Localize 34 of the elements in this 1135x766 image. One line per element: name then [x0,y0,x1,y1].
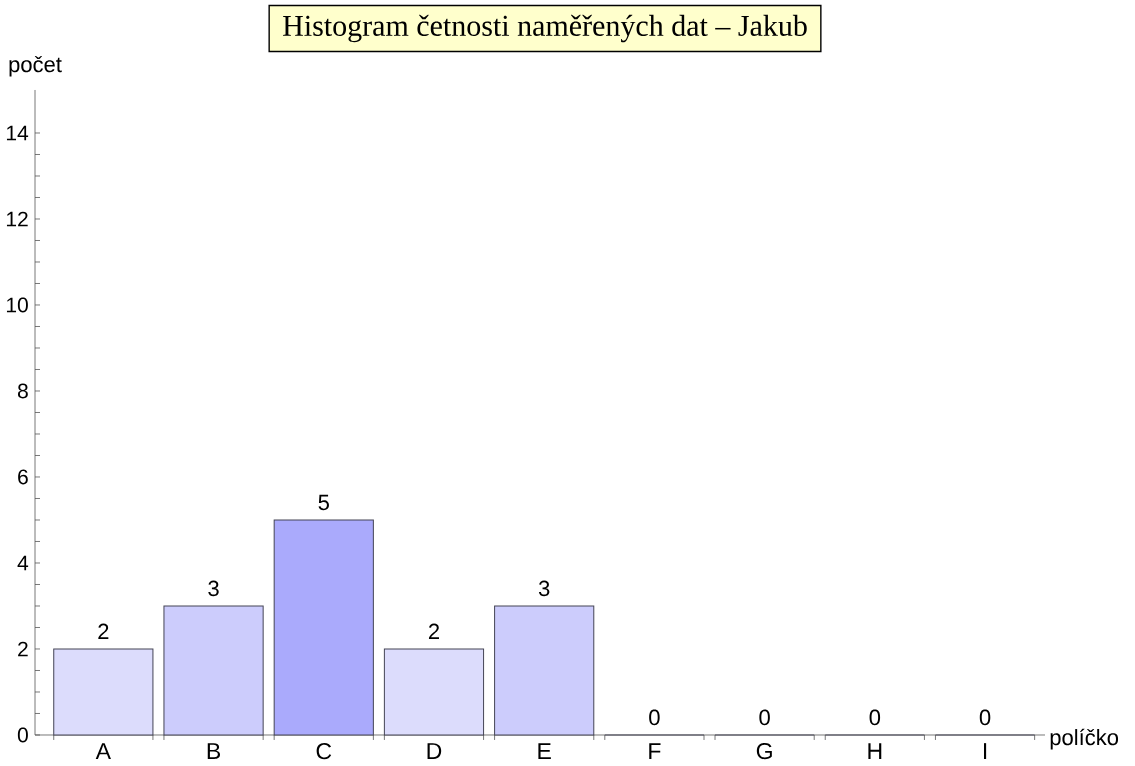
bar [383,648,485,736]
data-label: 5 [318,494,329,511]
x-tick-label: A [95,743,111,759]
x-tick-label: C [316,742,332,760]
x-axis-title: políčko [1050,728,1119,750]
bar [53,648,154,736]
data-label: 2 [428,623,439,639]
bar [163,605,264,736]
x-tick-label: H [868,743,882,759]
y-tick-label: 2 [18,641,28,657]
y-tick-label: 8 [17,383,28,399]
data-label: 0 [649,709,660,726]
bar [494,605,595,736]
y-tick-label: 12 [6,211,28,227]
x-tick-label: D [427,743,442,759]
data-label: 3 [538,580,550,597]
data-label: 2 [98,623,109,639]
y-tick-label: 4 [17,555,29,571]
x-tick-label: E [538,743,551,759]
y-tick-label: 10 [6,297,28,313]
y-tick-label: 6 [18,469,28,485]
chart-title: Histogram četnosti naměřených dat – Jakub [283,14,807,43]
data-label: 0 [869,709,881,726]
x-tick-label: G [756,742,772,760]
data-label: 0 [979,709,991,726]
y-tick-label: 0 [17,727,28,743]
y-tick-label: 14 [6,125,29,141]
x-tick-label: B [207,743,221,759]
x-tick-label: I [983,743,987,759]
x-tick-label: F [649,743,661,759]
data-label: 0 [759,709,770,726]
bar [273,519,374,736]
y-axis-title: počet [9,55,62,77]
data-label: 3 [208,580,219,597]
